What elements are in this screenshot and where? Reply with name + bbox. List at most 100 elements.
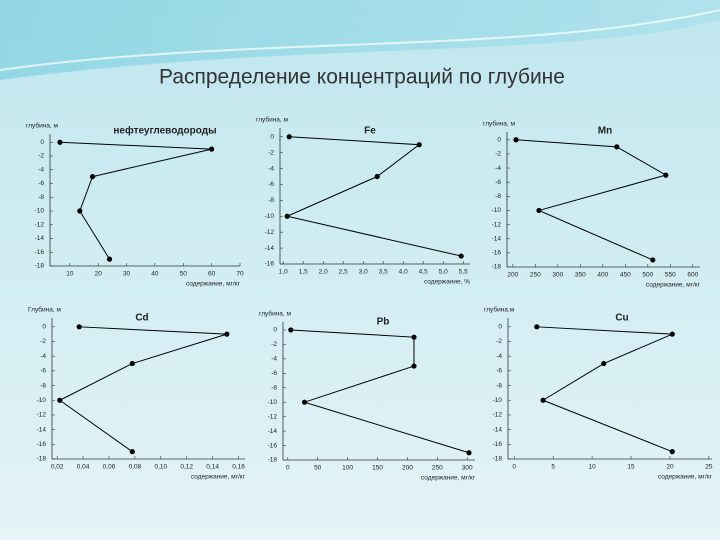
- header-wave: [0, 0, 720, 80]
- data-point: [129, 360, 135, 367]
- x-tick-label: 20: [95, 271, 103, 278]
- x-tick-label: 100: [342, 465, 353, 472]
- x-tick-label: 15: [627, 464, 635, 471]
- x-tick-label: 3,5: [379, 269, 388, 276]
- x-tick-label: 200: [507, 272, 518, 279]
- data-point: [601, 360, 607, 367]
- data-point: [224, 331, 230, 337]
- x-tick-label: 3,0: [359, 269, 368, 276]
- x-tick-label: 4,5: [419, 269, 428, 276]
- x-axis-label: содержание, мг/кг: [421, 475, 476, 482]
- data-point: [411, 363, 417, 369]
- x-tick-label: 10: [588, 464, 596, 471]
- slide-title: Распределение концентраций по глубине: [159, 66, 565, 89]
- x-tick-label: 400: [597, 272, 608, 279]
- y-tick-label: -12: [37, 412, 47, 419]
- y-tick-label: -2: [496, 338, 502, 345]
- y-tick-label: -16: [35, 249, 45, 256]
- chart: 0 -2 -4 -6 -8 -10 -12 -14 -16 1,0 1,5 2,0 2,5 3,0 3,5 4…: [256, 116, 470, 286]
- data-point: [288, 327, 294, 333]
- data-point: [540, 397, 546, 403]
- y-axis-label: глубина, м: [26, 122, 59, 130]
- data-point: [89, 174, 96, 180]
- y-tick-label: -18: [268, 457, 278, 464]
- x-tick-label: 0: [286, 465, 290, 472]
- data-point: [663, 172, 669, 178]
- x-tick-label: 250: [530, 272, 541, 279]
- data-point: [301, 399, 308, 405]
- y-tick-label: 0: [498, 324, 502, 331]
- y-tick-label: -2: [495, 151, 501, 158]
- data-point: [669, 331, 675, 337]
- data-point: [57, 139, 63, 145]
- x-tick-label: 150: [372, 465, 383, 472]
- y-tick-label: -14: [493, 426, 503, 433]
- y-tick-label: 0: [270, 133, 274, 140]
- y-tick-label: -14: [268, 428, 278, 435]
- x-axis-label: содержание, %: [424, 279, 470, 286]
- y-tick-label: 0: [273, 327, 277, 334]
- x-tick-label: 0,12: [180, 464, 193, 471]
- y-tick-label: -2: [268, 149, 274, 156]
- data-point: [57, 397, 63, 403]
- x-tick-label: 0,10: [154, 464, 167, 471]
- y-tick-label: -18: [492, 264, 502, 271]
- data-point: [513, 137, 519, 143]
- y-axis-label: глубина, м: [256, 116, 289, 124]
- x-tick-label: 600: [687, 272, 698, 279]
- header-wave-line: [0, 9, 720, 71]
- chart: 0 -2 -4 -6 -8 -10 -12 -14 -16 -18 0,02 0,04 0,06 0,08…: [28, 306, 246, 481]
- data-point: [374, 173, 380, 180]
- y-tick-label: -16: [265, 261, 275, 268]
- y-axis-label: глубина, м: [259, 310, 292, 318]
- chart-title: Cu: [615, 313, 628, 324]
- data-point: [411, 334, 417, 340]
- data-point: [536, 207, 542, 214]
- x-tick-label: 50: [180, 271, 188, 278]
- x-axis-label: содержание, мг/кг: [646, 282, 701, 289]
- chart: 0 -2 -4 -6 -8 -10 -12 -14 -16 -18 0 5 10 15 20 25 Cu глуб…: [484, 306, 713, 481]
- y-tick-label: -4: [495, 165, 501, 172]
- y-tick-label: -2: [38, 153, 44, 160]
- y-tick-label: -12: [492, 221, 502, 228]
- x-tick-label: 1,5: [299, 269, 308, 276]
- y-tick-label: -10: [265, 213, 275, 220]
- y-tick-label: -16: [493, 441, 503, 448]
- chart-title: Fe: [364, 126, 376, 137]
- x-tick-label: 350: [575, 272, 586, 279]
- x-tick-label: 10: [66, 271, 74, 278]
- y-tick-label: -12: [265, 229, 275, 236]
- data-point: [466, 450, 472, 456]
- y-tick-label: -4: [496, 353, 502, 360]
- x-tick-label: 5,5: [459, 269, 468, 276]
- y-tick-label: -14: [35, 235, 45, 242]
- chart-title: Pb: [377, 317, 390, 328]
- y-tick-label: -4: [268, 165, 274, 172]
- x-tick-label: 250: [432, 465, 443, 472]
- y-tick-label: -4: [40, 353, 46, 360]
- y-tick-label: -8: [495, 193, 501, 200]
- x-tick-label: 0,06: [103, 464, 116, 471]
- chart-title: Cd: [135, 313, 148, 324]
- x-tick-label: 300: [552, 272, 563, 279]
- x-tick-label: 25: [705, 464, 713, 471]
- x-tick-label: 70: [236, 271, 244, 278]
- y-tick-label: -12: [35, 221, 45, 228]
- y-tick-label: -18: [35, 263, 45, 270]
- x-tick-label: 1,0: [279, 269, 288, 276]
- y-tick-label: -6: [271, 370, 277, 377]
- y-axis-label: глубина,м: [484, 306, 515, 314]
- y-tick-label: -10: [37, 397, 47, 404]
- y-tick-label: -6: [40, 368, 46, 375]
- y-tick-label: -16: [268, 442, 278, 449]
- y-tick-label: 0: [497, 136, 501, 143]
- y-tick-label: -6: [268, 181, 274, 188]
- data-point: [669, 449, 675, 455]
- y-tick-label: -18: [37, 456, 47, 463]
- y-tick-label: -8: [40, 382, 46, 389]
- chart: 0 -2 -4 -6 -8 -10 -12 -14 -16 -18 0 50 100 150 200 250 3…: [259, 310, 476, 482]
- y-tick-label: -8: [38, 194, 44, 201]
- y-tick-label: -6: [38, 180, 44, 187]
